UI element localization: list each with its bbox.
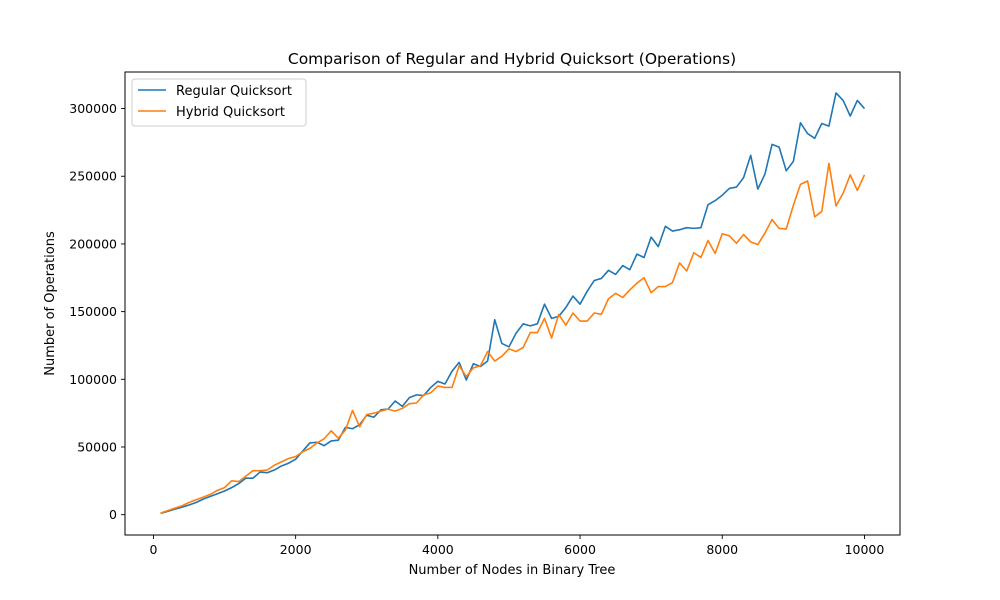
x-axis-label: Number of Nodes in Binary Tree bbox=[409, 563, 616, 578]
chart-title: Comparison of Regular and Hybrid Quickso… bbox=[288, 50, 736, 68]
x-tick-label: 6000 bbox=[564, 542, 596, 557]
y-tick-label: 50000 bbox=[77, 440, 117, 455]
plot-frame bbox=[124, 71, 901, 536]
y-tick-label: 100000 bbox=[69, 372, 117, 387]
series-line-regular-quicksort bbox=[160, 92, 866, 515]
x-tick-label: 4000 bbox=[422, 542, 454, 557]
legend-label-regular-quicksort: Regular Quicksort bbox=[176, 84, 292, 99]
legend-box bbox=[131, 78, 307, 127]
x-axis: 0 2000 4000 6000 8000 10000 bbox=[149, 535, 884, 557]
y-tick-label: 0 bbox=[109, 507, 117, 522]
x-tick-label: 10000 bbox=[845, 542, 885, 557]
y-axis: 0 50000 100000 150000 200000 250000 300000 bbox=[69, 101, 125, 522]
y-tick-label: 200000 bbox=[69, 236, 117, 251]
y-tick-label: 250000 bbox=[69, 169, 117, 184]
x-tick-label: 0 bbox=[149, 542, 157, 557]
x-tick-label: 2000 bbox=[280, 542, 312, 557]
x-tick-label: 8000 bbox=[706, 542, 738, 557]
y-tick-label: 150000 bbox=[69, 304, 117, 319]
y-tick-label: 300000 bbox=[69, 101, 117, 116]
legend: Regular Quicksort Hybrid Quicksort bbox=[131, 78, 307, 127]
series-line-hybrid-quicksort bbox=[160, 162, 866, 514]
legend-label-hybrid-quicksort: Hybrid Quicksort bbox=[176, 105, 285, 120]
plot-area bbox=[160, 92, 866, 515]
y-axis-label: Number of Operations bbox=[43, 231, 58, 376]
